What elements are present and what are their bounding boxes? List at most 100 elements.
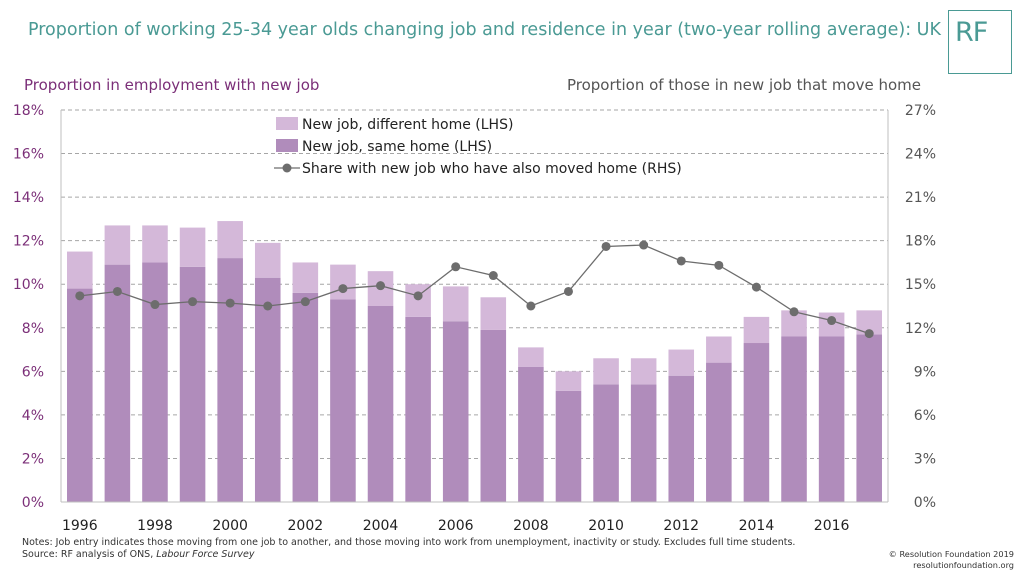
line-point (150, 300, 160, 310)
y-left-tick-label: 2% (22, 451, 44, 467)
x-tick-label: 2002 (288, 518, 324, 534)
line-point (601, 241, 611, 251)
x-tick-label: 2000 (212, 518, 248, 534)
bar-different-home (442, 286, 469, 322)
line-moved-home (79, 244, 870, 335)
legend-label: Share with new job who have also moved h… (302, 161, 682, 177)
bar-same-home (555, 390, 582, 502)
bar-same-home (706, 362, 732, 502)
y-right-tick-label: 24% (905, 147, 936, 163)
bar-different-home (555, 371, 582, 391)
line-point (676, 256, 686, 266)
x-tick-label: 2014 (739, 518, 775, 534)
bar-different-home (480, 297, 507, 330)
source-prefix: Source: RF analysis of ONS, (22, 549, 157, 560)
bar-different-home (518, 347, 544, 367)
bar-same-home (593, 384, 619, 502)
bar-same-home (330, 299, 356, 502)
bar-same-home (142, 262, 168, 502)
bar-same-home (405, 316, 431, 502)
y-left-tick-label: 18% (13, 103, 44, 119)
legend-swatch (276, 139, 298, 152)
legend-label: New job, different home (LHS) (302, 117, 513, 133)
bar-different-home (292, 262, 319, 293)
legend-label: New job, same home (LHS) (302, 139, 492, 155)
line-point (75, 291, 85, 301)
chart-notes: Notes: Job entry indicates those moving … (22, 537, 795, 561)
legend-marker (282, 163, 292, 173)
x-tick-label: 2010 (588, 518, 624, 534)
line-point (864, 329, 874, 339)
bar-same-home (292, 292, 319, 502)
y-right-tick-label: 15% (905, 277, 936, 293)
bar-same-home (743, 343, 770, 502)
notes-text: Notes: Job entry indicates those moving … (22, 537, 796, 548)
y-right-tick-label: 9% (914, 364, 936, 380)
line-point (789, 307, 799, 317)
y-left-tick-label: 0% (22, 495, 44, 511)
y-left-tick-label: 4% (22, 408, 44, 424)
bar-same-home (367, 306, 394, 502)
bar-same-home (668, 375, 695, 502)
line-point (112, 286, 122, 296)
y-right-tick-label: 12% (905, 321, 936, 337)
line-point (526, 301, 536, 311)
bar-same-home (518, 366, 544, 502)
line-point (751, 282, 761, 292)
bar-different-home (67, 251, 93, 289)
x-tick-label: 2004 (363, 518, 399, 534)
bar-same-home (442, 321, 469, 502)
source-italic: Labour Force Survey (156, 549, 255, 560)
line-point (413, 291, 423, 301)
line-point (188, 297, 198, 307)
legend-swatch (276, 117, 298, 130)
y-left-tick-label: 14% (13, 190, 44, 206)
bar-different-home (706, 336, 732, 363)
bar-same-home (254, 277, 281, 502)
bar-different-home (179, 227, 206, 267)
bar-different-home (630, 358, 657, 385)
bar-different-home (254, 242, 281, 278)
y-left-tick-label: 16% (13, 147, 44, 163)
bar-different-home (142, 225, 168, 263)
copyright: © Resolution Foundation 2019 (888, 549, 1014, 559)
rf-logo: RF (948, 10, 1012, 74)
bar-same-home (781, 336, 807, 502)
line-point (263, 301, 273, 311)
credit: © Resolution Foundation 2019 resolutionf… (889, 549, 1014, 570)
x-tick-label: 1998 (137, 518, 173, 534)
chart-title: Proportion of working 25-34 year olds ch… (28, 20, 941, 40)
y-right-tick-label: 18% (905, 234, 936, 250)
bar-different-home (593, 358, 619, 385)
x-tick-label: 2006 (438, 518, 474, 534)
bar-different-home (668, 349, 695, 376)
y-right-tick-label: 6% (914, 408, 936, 424)
line-point (376, 281, 386, 291)
line-point (488, 271, 498, 281)
y-right-tick-label: 3% (914, 451, 936, 467)
y-right-tick-label: 27% (905, 103, 936, 119)
line-point (225, 298, 235, 308)
bar-same-home (856, 334, 882, 502)
right-axis-title: Proportion of those in new job that move… (566, 76, 921, 94)
line-point (714, 260, 724, 270)
website: resolutionfoundation.org (913, 559, 1014, 570)
bar-same-home (104, 264, 131, 502)
x-tick-label: 2012 (663, 518, 699, 534)
y-right-tick-label: 21% (905, 190, 936, 206)
bar-different-home (104, 225, 131, 265)
bar-different-home (217, 221, 243, 259)
bar-different-home (743, 316, 770, 344)
x-tick-label: 1996 (62, 518, 98, 534)
x-tick-label: 2016 (814, 518, 850, 534)
bar-different-home (330, 264, 356, 300)
bar-same-home (630, 384, 657, 502)
line-point (338, 284, 348, 294)
y-left-tick-label: 8% (22, 321, 44, 337)
line-point (563, 286, 573, 296)
y-left-tick-label: 10% (13, 277, 44, 293)
left-axis-title: Proportion in employment with new job (24, 76, 320, 94)
bar-same-home (217, 258, 243, 502)
line-point (639, 240, 649, 250)
